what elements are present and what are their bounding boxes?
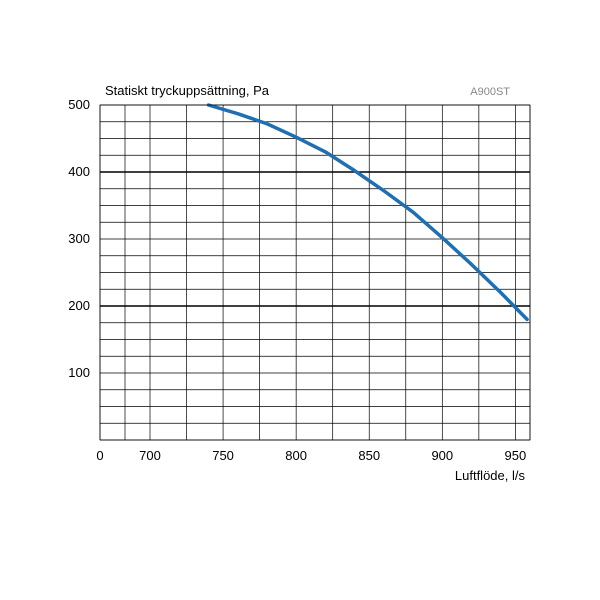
y-tick-label: 300 bbox=[68, 231, 90, 246]
y-tick-label: 200 bbox=[68, 298, 90, 313]
y-axis-title: Statiskt tryckuppsättning, Pa bbox=[105, 83, 270, 98]
model-label: A900ST bbox=[470, 86, 510, 98]
x-axis-title: Luftflöde, l/s bbox=[455, 468, 526, 483]
y-tick-label: 100 bbox=[68, 365, 90, 380]
x-tick-label: 700 bbox=[139, 448, 161, 463]
x-tick-label: 900 bbox=[431, 448, 453, 463]
chart-svg: 100 200 300 400 500 0 700 750 800 850 900 950 Statis… bbox=[0, 0, 600, 600]
x-tick-label: 800 bbox=[285, 448, 307, 463]
x-tick-label: 850 bbox=[358, 448, 380, 463]
x-tick-label: 0 bbox=[96, 448, 103, 463]
x-tick-label: 950 bbox=[505, 448, 527, 463]
x-tick-label: 750 bbox=[212, 448, 234, 463]
y-tick-label: 400 bbox=[68, 164, 90, 179]
y-tick-label: 500 bbox=[68, 97, 90, 112]
pressure-flow-chart: 100 200 300 400 500 0 700 750 800 850 900 950 Statis… bbox=[0, 0, 600, 600]
